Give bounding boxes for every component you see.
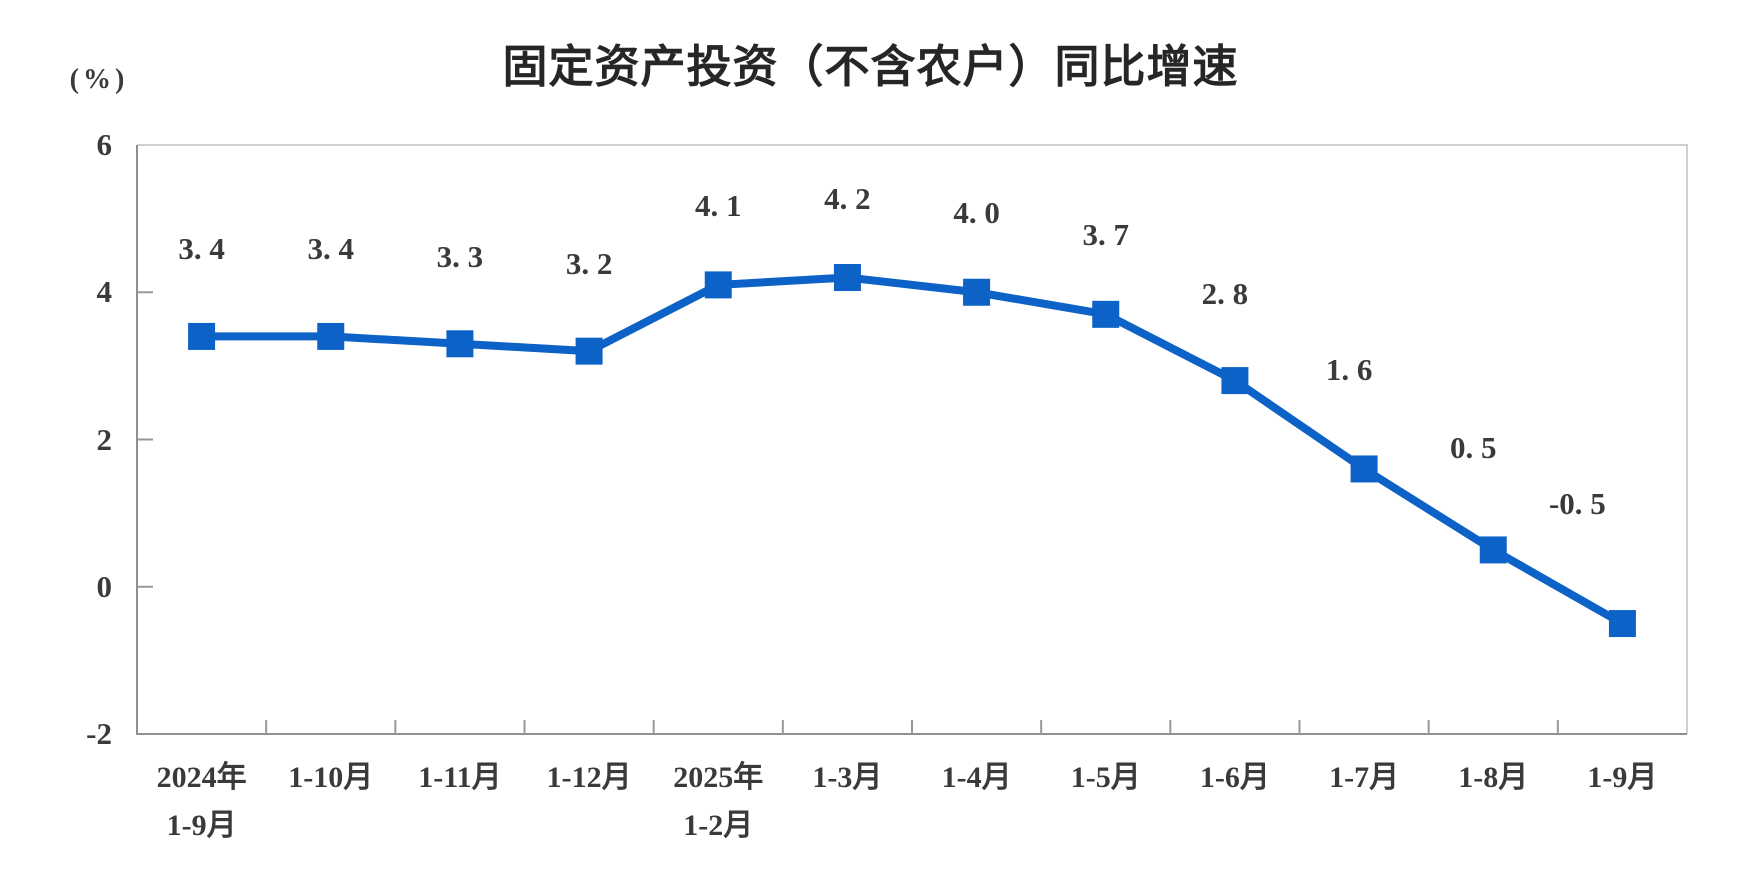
y-tick-label: 2 <box>96 421 113 457</box>
data-point-marker <box>963 278 991 306</box>
data-point-label: -0. 5 <box>1548 485 1606 521</box>
data-point-label: 3. 4 <box>178 231 225 267</box>
data-point-label: 4. 0 <box>953 195 1000 231</box>
y-tick-label: 4 <box>96 274 113 310</box>
data-point-marker <box>1221 367 1249 395</box>
data-point-label: 3. 3 <box>436 238 484 274</box>
x-category-label: 1-3月 <box>812 761 883 794</box>
data-point-label: 4. 2 <box>824 180 871 216</box>
data-point-marker <box>317 322 345 350</box>
data-point-marker <box>1350 455 1378 483</box>
x-category-label: 2024年 <box>156 761 247 794</box>
x-category-label: 1-7月 <box>1329 761 1400 794</box>
chart-title: 固定资产投资（不含农户）同比增速 <box>502 41 1239 92</box>
x-category-label: 1-10月 <box>288 761 374 794</box>
data-point-label: 3. 2 <box>565 246 613 282</box>
x-category-label: 1-8月 <box>1458 761 1529 794</box>
data-point-marker <box>1479 536 1507 564</box>
x-category-label-line2: 1-9月 <box>166 809 237 842</box>
data-point-label: 1. 6 <box>1325 351 1373 387</box>
data-point-marker <box>1608 610 1636 638</box>
data-point-marker <box>188 322 216 350</box>
y-tick-label: -2 <box>86 716 112 751</box>
y-tick-label: 0 <box>96 568 113 604</box>
x-category-label-line2: 1-2月 <box>683 809 754 842</box>
data-point-marker <box>833 264 861 292</box>
x-category-label: 1-4月 <box>941 761 1012 794</box>
data-point-marker <box>1092 300 1120 328</box>
x-category-label: 1-11月 <box>418 761 502 794</box>
series-line <box>201 273 1625 628</box>
data-point-marker <box>446 330 474 358</box>
x-category-label: 2025年 <box>673 761 764 794</box>
data-point-label: 3. 4 <box>307 231 355 267</box>
y-tick-label: 6 <box>96 127 113 162</box>
axis-frame-top-right <box>137 144 1688 734</box>
data-point-label: 2. 8 <box>1201 275 1249 311</box>
x-category-label: 1-12月 <box>546 761 632 794</box>
x-category-label: 1-9月 <box>1587 761 1658 794</box>
data-point-label: 0. 5 <box>1450 429 1497 465</box>
data-point-marker <box>704 271 732 299</box>
data-point-label: 3. 7 <box>1082 217 1130 253</box>
y-axis-unit-label: (%) <box>69 64 129 95</box>
data-point-label: 4. 1 <box>695 187 742 223</box>
x-category-label: 1-6月 <box>1199 761 1270 794</box>
x-category-label: 1-5月 <box>1070 761 1141 794</box>
data-point-marker <box>575 337 603 365</box>
